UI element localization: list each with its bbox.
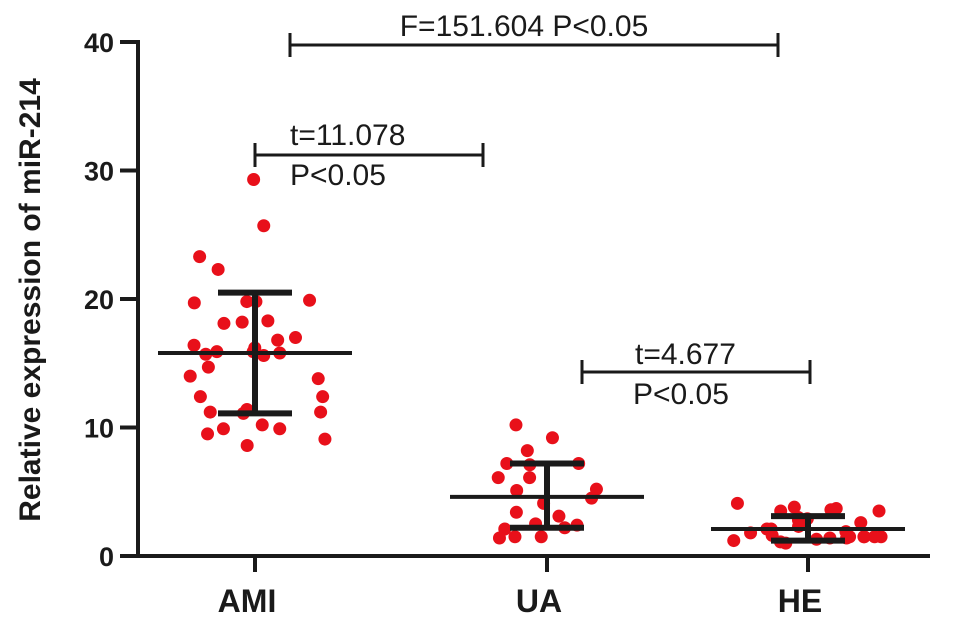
data-point-ami bbox=[247, 172, 261, 186]
y-tick-label: 30 bbox=[84, 157, 114, 187]
data-point-ami bbox=[311, 372, 325, 386]
data-point-he bbox=[787, 500, 801, 514]
y-tick-label: 0 bbox=[99, 542, 114, 572]
data-point-ami bbox=[255, 418, 269, 432]
data-point-ua bbox=[552, 509, 566, 523]
data-point-ami bbox=[318, 432, 332, 446]
annotation-t-ua-he: t=4.677 bbox=[635, 338, 736, 371]
data-point-ami bbox=[216, 422, 230, 436]
y-tick-label: 20 bbox=[84, 285, 114, 315]
data-point-ua bbox=[545, 431, 559, 445]
x-tick-label: AMI bbox=[218, 583, 277, 619]
data-point-he bbox=[824, 503, 838, 517]
data-point-ami bbox=[235, 315, 249, 329]
data-point-ami bbox=[316, 390, 330, 404]
annotation-p-ua-he: P<0.05 bbox=[633, 378, 729, 411]
y-tick-label: 40 bbox=[84, 28, 114, 58]
data-point-he bbox=[868, 530, 882, 544]
data-point-he bbox=[854, 516, 868, 530]
data-point-ami bbox=[240, 438, 254, 452]
data-point-ami bbox=[303, 293, 317, 307]
y-axis-label: Relative expression of miR-214 bbox=[14, 78, 47, 522]
data-point-ami bbox=[314, 405, 328, 419]
data-point-ami bbox=[217, 316, 231, 330]
data-point-ami bbox=[257, 219, 271, 233]
data-point-ami bbox=[273, 422, 287, 436]
annotation-t-ami-ua: t=11.078 bbox=[290, 119, 405, 152]
data-point-ami bbox=[201, 360, 215, 374]
data-point-ami bbox=[203, 405, 217, 419]
data-point-ami bbox=[193, 390, 207, 404]
data-point-ua bbox=[534, 530, 548, 544]
data-point-ua bbox=[500, 456, 514, 470]
data-point-ami bbox=[187, 338, 201, 352]
annotation-p-ami-ua: P<0.05 bbox=[290, 159, 386, 192]
data-point-ami bbox=[240, 295, 254, 309]
data-point-ua bbox=[523, 471, 537, 485]
x-tick-label: HE bbox=[778, 583, 822, 619]
data-point-ua bbox=[508, 530, 522, 544]
data-point-ami bbox=[193, 250, 207, 264]
data-point-ami bbox=[271, 333, 285, 347]
data-point-ua bbox=[510, 483, 524, 497]
annotation-f-test: F=151.604 P<0.05 bbox=[400, 10, 649, 43]
data-point-ua bbox=[520, 444, 534, 458]
data-point-ua bbox=[509, 505, 523, 519]
data-point-ami bbox=[183, 369, 197, 383]
y-tick-label: 10 bbox=[84, 414, 114, 444]
data-point-ua bbox=[509, 418, 523, 432]
data-point-he bbox=[857, 530, 871, 544]
data-point-ami bbox=[187, 296, 201, 310]
data-point-ua bbox=[491, 471, 505, 485]
data-point-ami bbox=[211, 262, 225, 276]
data-point-he bbox=[730, 496, 744, 510]
data-point-ami bbox=[201, 427, 215, 441]
data-point-ami bbox=[261, 314, 275, 328]
data-point-he bbox=[872, 504, 886, 518]
data-point-he bbox=[727, 534, 741, 548]
data-point-ua bbox=[492, 531, 506, 545]
data-point-ami bbox=[289, 331, 303, 345]
x-tick-label: UA bbox=[516, 583, 562, 619]
